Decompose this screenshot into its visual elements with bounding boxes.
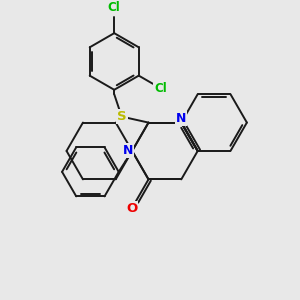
Text: Cl: Cl: [108, 1, 121, 14]
Text: N: N: [122, 145, 133, 158]
Text: Cl: Cl: [154, 82, 167, 95]
Text: S: S: [117, 110, 127, 123]
Text: O: O: [126, 202, 137, 215]
Text: N: N: [176, 112, 187, 125]
